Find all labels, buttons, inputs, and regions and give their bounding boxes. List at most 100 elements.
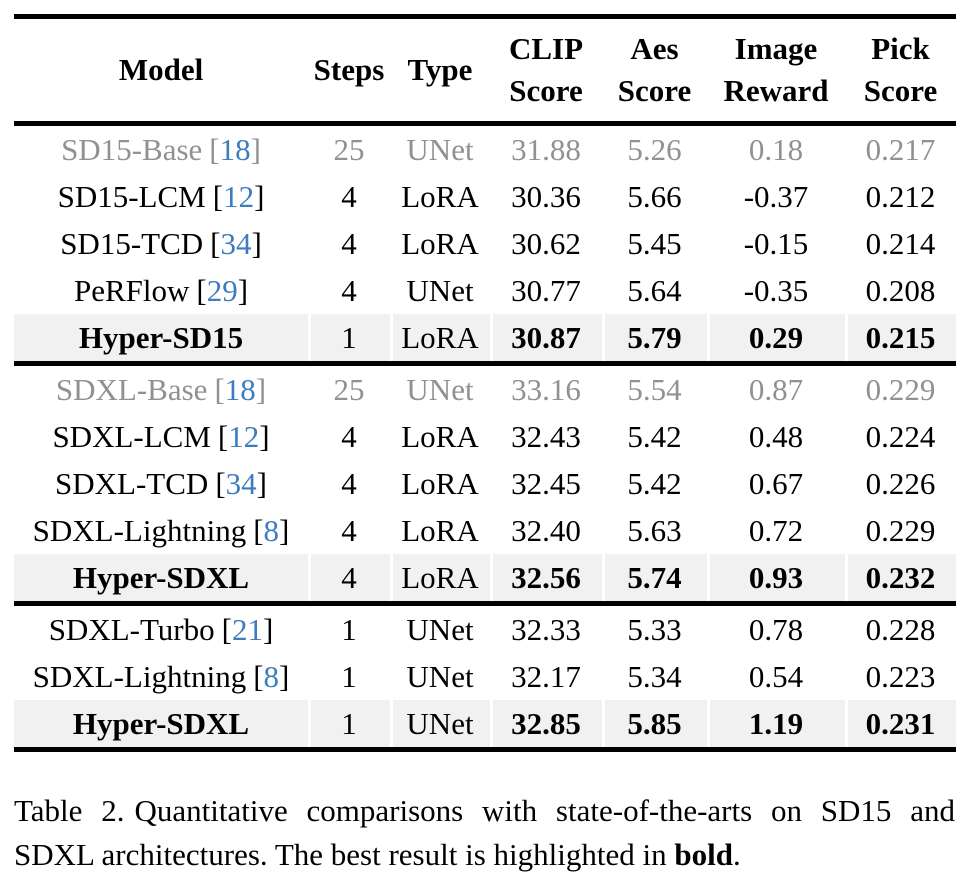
steps-cell: 4 bbox=[341, 466, 357, 501]
steps-cell: 4 bbox=[341, 226, 357, 261]
type-cell: LoRA bbox=[390, 554, 490, 604]
model-cell: SDXL-TCD [34] bbox=[14, 460, 308, 507]
col-header-clip-score: CLIP Score bbox=[490, 16, 602, 126]
model-name: SDXL-Base bbox=[55, 372, 208, 407]
aes-score-cell: 5.54 bbox=[627, 372, 682, 407]
aes-score-cell: 5.74 bbox=[602, 554, 707, 604]
clip-score-cell: 32.45 bbox=[511, 466, 581, 501]
steps-cell: 4 bbox=[341, 179, 357, 214]
type-cell: UNet bbox=[406, 659, 474, 694]
model-cell: SDXL-Lightning [8] bbox=[14, 653, 308, 700]
citation-link[interactable]: 8 bbox=[263, 513, 280, 548]
pick-score-cell: 0.214 bbox=[865, 226, 936, 261]
clip-score-cell: 30.77 bbox=[511, 273, 581, 308]
citation: [12] bbox=[213, 179, 265, 214]
citation-open-bracket: [ bbox=[214, 372, 225, 407]
image-reward-cell: 0.18 bbox=[748, 132, 804, 167]
clip-score-cell: 32.56 bbox=[490, 554, 602, 604]
citation-link[interactable]: 34 bbox=[225, 466, 257, 501]
type-cell: LoRA bbox=[390, 314, 490, 364]
citation-link[interactable]: 29 bbox=[206, 273, 238, 308]
image-reward-cell: -0.37 bbox=[743, 179, 809, 214]
citation-open-bracket: [ bbox=[196, 273, 207, 308]
citation-close-bracket: ] bbox=[254, 179, 265, 214]
citation-close-bracket: ] bbox=[255, 372, 267, 407]
aes-score-cell: 5.45 bbox=[627, 226, 682, 261]
model-name: SD15-TCD bbox=[60, 226, 204, 261]
citation-link[interactable]: 21 bbox=[231, 612, 263, 647]
model-cell: SDXL-Base [18] bbox=[14, 364, 308, 414]
model-cell: SD15-Base [18] bbox=[14, 124, 308, 174]
citation-open-bracket: [ bbox=[253, 513, 264, 548]
model-name: Hyper-SDXL bbox=[72, 706, 250, 741]
type-cell: LoRA bbox=[401, 226, 479, 261]
pick-score-cell: 0.217 bbox=[865, 132, 936, 167]
citation-link[interactable]: 18 bbox=[224, 372, 256, 407]
table-row: SD15-LCM [12] 4 LoRA 30.36 5.66 -0.37 0.2… bbox=[14, 173, 956, 220]
model-cell: Hyper-SDXL[] bbox=[14, 700, 308, 750]
table-row: SDXL-Turbo [21] 1 UNet 32.33 5.33 0.78 0.… bbox=[14, 604, 956, 654]
aes-score-cell: 5.63 bbox=[627, 513, 682, 548]
citation-link[interactable]: 12 bbox=[228, 419, 260, 454]
aes-score-cell: 5.26 bbox=[627, 132, 682, 167]
table-row: Hyper-SDXL[] 4 LoRA 32.56 5.74 0.93 0.23… bbox=[14, 554, 956, 604]
citation-open-bracket: [ bbox=[209, 132, 220, 167]
citation: [21] bbox=[222, 612, 274, 647]
col-header-image-reward: Image Reward bbox=[707, 16, 845, 126]
type-cell: UNet bbox=[406, 132, 474, 167]
table-row: SDXL-Base [18] 25 UNet 33.16 5.54 0.87 0.… bbox=[14, 364, 956, 414]
col-header-aes-score: Aes Score bbox=[602, 16, 707, 126]
model-cell: Hyper-SD15[] bbox=[14, 314, 308, 364]
pick-score-cell: 0.229 bbox=[865, 372, 936, 407]
citation: [34] bbox=[215, 466, 267, 501]
citation-close-bracket: ] bbox=[256, 466, 267, 501]
citation-link[interactable]: 34 bbox=[220, 226, 252, 261]
pick-score-cell: 0.226 bbox=[865, 466, 936, 501]
table-group: SDXL-Base [18] 25 UNet 33.16 5.54 0.87 0.… bbox=[14, 363, 956, 604]
citation-link[interactable]: 18 bbox=[219, 132, 251, 167]
table-group: SD15-Base [18] 25 UNet 31.88 5.26 0.18 0.… bbox=[14, 124, 956, 364]
citation: [8] bbox=[253, 659, 289, 694]
col-header-model: Model bbox=[14, 16, 308, 126]
citation: [29] bbox=[196, 273, 248, 308]
clip-score-cell: 31.88 bbox=[511, 132, 581, 167]
pick-score-cell: 0.224 bbox=[865, 419, 936, 454]
model-name: SD15-LCM bbox=[57, 179, 206, 214]
clip-score-cell: 32.40 bbox=[511, 513, 581, 548]
caption-text: Quantitative comparisons with state-of-t… bbox=[14, 793, 955, 873]
clip-score-cell: 33.16 bbox=[511, 372, 581, 407]
citation-close-bracket: ] bbox=[262, 612, 274, 647]
citation-link[interactable]: 8 bbox=[263, 659, 280, 694]
pick-score-cell: 0.229 bbox=[865, 513, 936, 548]
type-cell: UNet bbox=[406, 372, 474, 407]
citation-link[interactable]: 12 bbox=[223, 179, 255, 214]
image-reward-cell: 0.29 bbox=[707, 314, 845, 364]
citation-close-bracket: ] bbox=[251, 226, 262, 261]
caption-bold-word: bold bbox=[674, 837, 733, 873]
model-cell: SD15-TCD [34] bbox=[14, 220, 308, 267]
type-cell: UNet bbox=[406, 612, 474, 647]
citation-open-bracket: [ bbox=[221, 612, 232, 647]
aes-score-cell: 5.66 bbox=[627, 179, 682, 214]
citation-close-bracket: ] bbox=[259, 419, 270, 454]
aes-score-cell: 5.79 bbox=[602, 314, 707, 364]
steps-cell: 1 bbox=[308, 700, 390, 750]
type-cell: LoRA bbox=[401, 513, 479, 548]
steps-cell: 4 bbox=[308, 554, 390, 604]
model-name: SDXL-TCD bbox=[55, 466, 209, 501]
steps-cell: 25 bbox=[333, 372, 365, 407]
model-cell: SDXL-Lightning [8] bbox=[14, 507, 308, 554]
steps-cell: 25 bbox=[333, 132, 365, 167]
pick-score-cell: 0.228 bbox=[865, 612, 936, 647]
caption-label: Table 2. bbox=[14, 793, 125, 828]
steps-cell: 1 bbox=[308, 314, 390, 364]
aes-score-cell: 5.42 bbox=[627, 419, 682, 454]
model-name: SD15-Base bbox=[61, 132, 203, 167]
pick-score-cell: 0.212 bbox=[865, 179, 936, 214]
image-reward-cell: 0.72 bbox=[748, 513, 804, 548]
aes-score-cell: 5.85 bbox=[602, 700, 707, 750]
model-name: SDXL-Lightning bbox=[32, 659, 247, 694]
steps-cell: 1 bbox=[341, 612, 357, 647]
model-cell: SD15-LCM [12] bbox=[14, 173, 308, 220]
image-reward-cell: 0.93 bbox=[707, 554, 845, 604]
